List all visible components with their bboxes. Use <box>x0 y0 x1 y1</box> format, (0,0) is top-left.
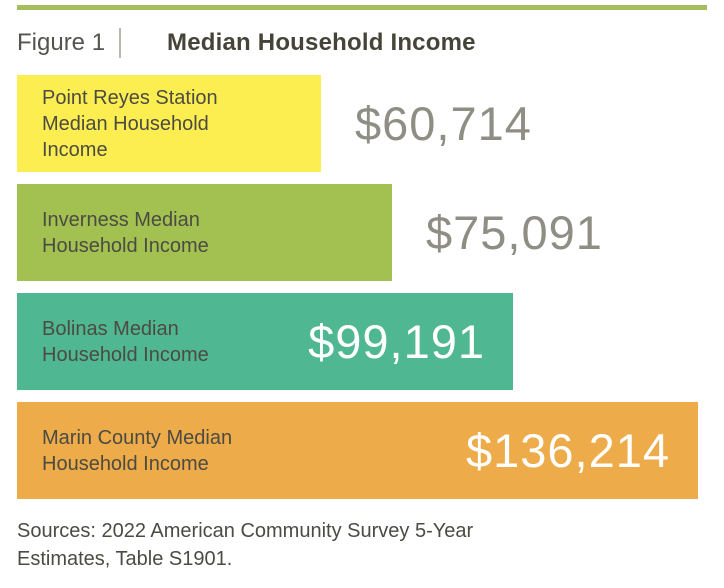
bar-point-reyes: Point Reyes Station Median Household Inc… <box>17 75 321 172</box>
bar-label: Bolinas Median Household Income <box>42 317 209 366</box>
bar-value: $60,714 <box>355 97 532 150</box>
accent-rule <box>17 5 707 10</box>
bar-label: Inverness Median Household Income <box>42 208 209 257</box>
bar-row-inverness: Inverness Median Household Income $75,09… <box>17 184 707 281</box>
bar-label: Marin County Median Household Income <box>42 426 233 475</box>
source-note: Sources: 2022 American Community Survey … <box>17 520 474 570</box>
bar-row-bolinas: Bolinas Median Household Income $99,191 <box>17 293 707 390</box>
figure-number-label: Figure 1 <box>17 29 106 56</box>
bar-row-marin-county: Marin County Median Household Income $13… <box>17 402 707 499</box>
bar-label: Point Reyes Station Median Household Inc… <box>42 86 218 161</box>
bar-marin-county: Marin County Median Household Income $13… <box>17 402 698 499</box>
bar-value: $75,091 <box>426 206 603 259</box>
figure-header: Figure 1 Median Household Income <box>17 25 707 61</box>
bar-inverness: Inverness Median Household Income <box>17 184 392 281</box>
header-divider <box>119 28 122 58</box>
figure-title: Median Household Income <box>167 29 476 56</box>
bar-bolinas: Bolinas Median Household Income $99,191 <box>17 293 513 390</box>
bar-row-point-reyes: Point Reyes Station Median Household Inc… <box>17 75 707 172</box>
bar-chart: Point Reyes Station Median Household Inc… <box>17 75 707 499</box>
page: Figure 1 Median Household Income Point R… <box>17 5 707 570</box>
bar-value: $136,214 <box>465 424 670 477</box>
bar-value: $99,191 <box>308 315 485 368</box>
